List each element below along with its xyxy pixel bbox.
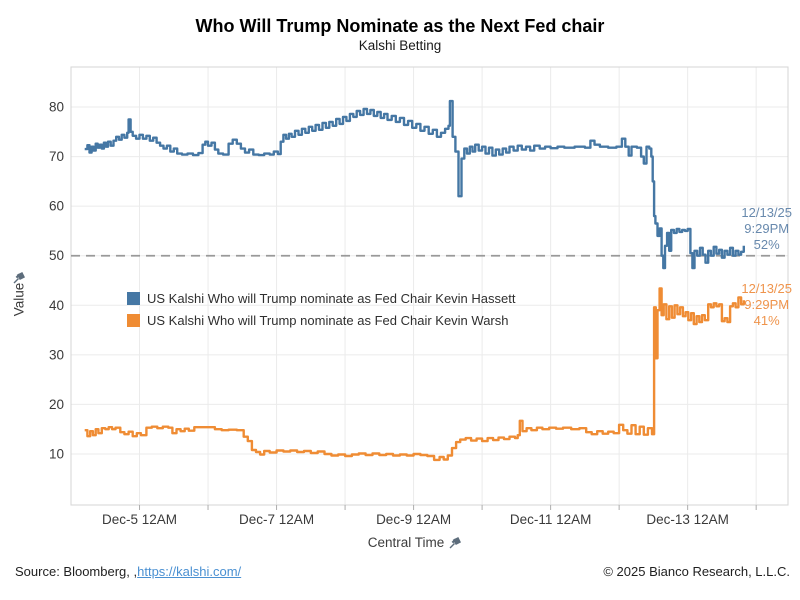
x-tick-label: Dec-13 12AM xyxy=(646,512,729,527)
annotation-warsh: 12/13/25 9:29PM 41% xyxy=(741,281,792,329)
pushpin-icon xyxy=(449,537,462,549)
annotation-hassett-date: 12/13/25 xyxy=(741,205,792,220)
y-tick-label: 20 xyxy=(49,397,64,412)
x-axis-label-block: Central Time xyxy=(0,535,800,550)
x-tick-label: Dec-11 12AM xyxy=(510,512,592,527)
chart-subtitle: Kalshi Betting xyxy=(358,38,442,53)
pushpin-icon xyxy=(13,272,25,284)
series-line-hassett xyxy=(84,99,745,270)
legend-item-warsh: US Kalshi Who will Trump nominate as Fed… xyxy=(127,309,515,331)
copyright-note: © 2025 Bianco Research, L.L.C. xyxy=(603,564,790,579)
y-tick-label: 70 xyxy=(49,149,64,164)
x-tick-label: Dec-7 12AM xyxy=(239,512,314,527)
y-tick-label: 30 xyxy=(49,347,64,362)
x-tick-label: Dec-5 12AM xyxy=(102,512,177,527)
legend-item-hassett: US Kalshi Who will Trump nominate as Fed… xyxy=(127,287,515,309)
y-tick-label: 50 xyxy=(49,248,64,263)
chart-title: Who Will Trump Nominate as the Next Fed … xyxy=(195,16,605,36)
y-tick-label: 60 xyxy=(49,199,64,214)
plot-border xyxy=(70,66,789,506)
legend-label-hassett: US Kalshi Who will Trump nominate as Fed… xyxy=(147,290,516,306)
legend-label-warsh: US Kalshi Who will Trump nominate as Fed… xyxy=(147,312,509,328)
annotation-hassett-time: 9:29PM xyxy=(744,221,790,236)
y-axis-label: Value xyxy=(11,282,27,317)
annotation-hassett-value: 52% xyxy=(753,237,780,252)
y-axis-label-block: Value xyxy=(4,233,34,345)
series-line-warsh xyxy=(84,287,745,462)
y-tick-label: 10 xyxy=(49,447,64,462)
source-prefix: Source: Bloomberg, , xyxy=(15,564,138,579)
source-note: Source: Bloomberg, ,https://kalshi.com/ xyxy=(15,564,241,579)
annotation-warsh-time: 9:29PM xyxy=(744,297,790,312)
x-tick-label: Dec-9 12AM xyxy=(376,512,451,527)
legend: US Kalshi Who will Trump nominate as Fed… xyxy=(127,287,515,331)
y-tick-label: 40 xyxy=(49,298,64,313)
y-tick-label: 80 xyxy=(49,100,64,115)
annotation-hassett: 12/13/25 9:29PM 52% xyxy=(741,205,792,253)
legend-swatch-warsh xyxy=(127,313,140,327)
kalshi-link[interactable]: https://kalshi.com/ xyxy=(137,564,242,579)
annotation-warsh-value: 41% xyxy=(753,313,780,328)
x-axis-label: Central Time xyxy=(367,535,445,550)
annotation-warsh-date: 12/13/25 xyxy=(741,281,792,296)
legend-swatch-hassett xyxy=(127,291,140,305)
